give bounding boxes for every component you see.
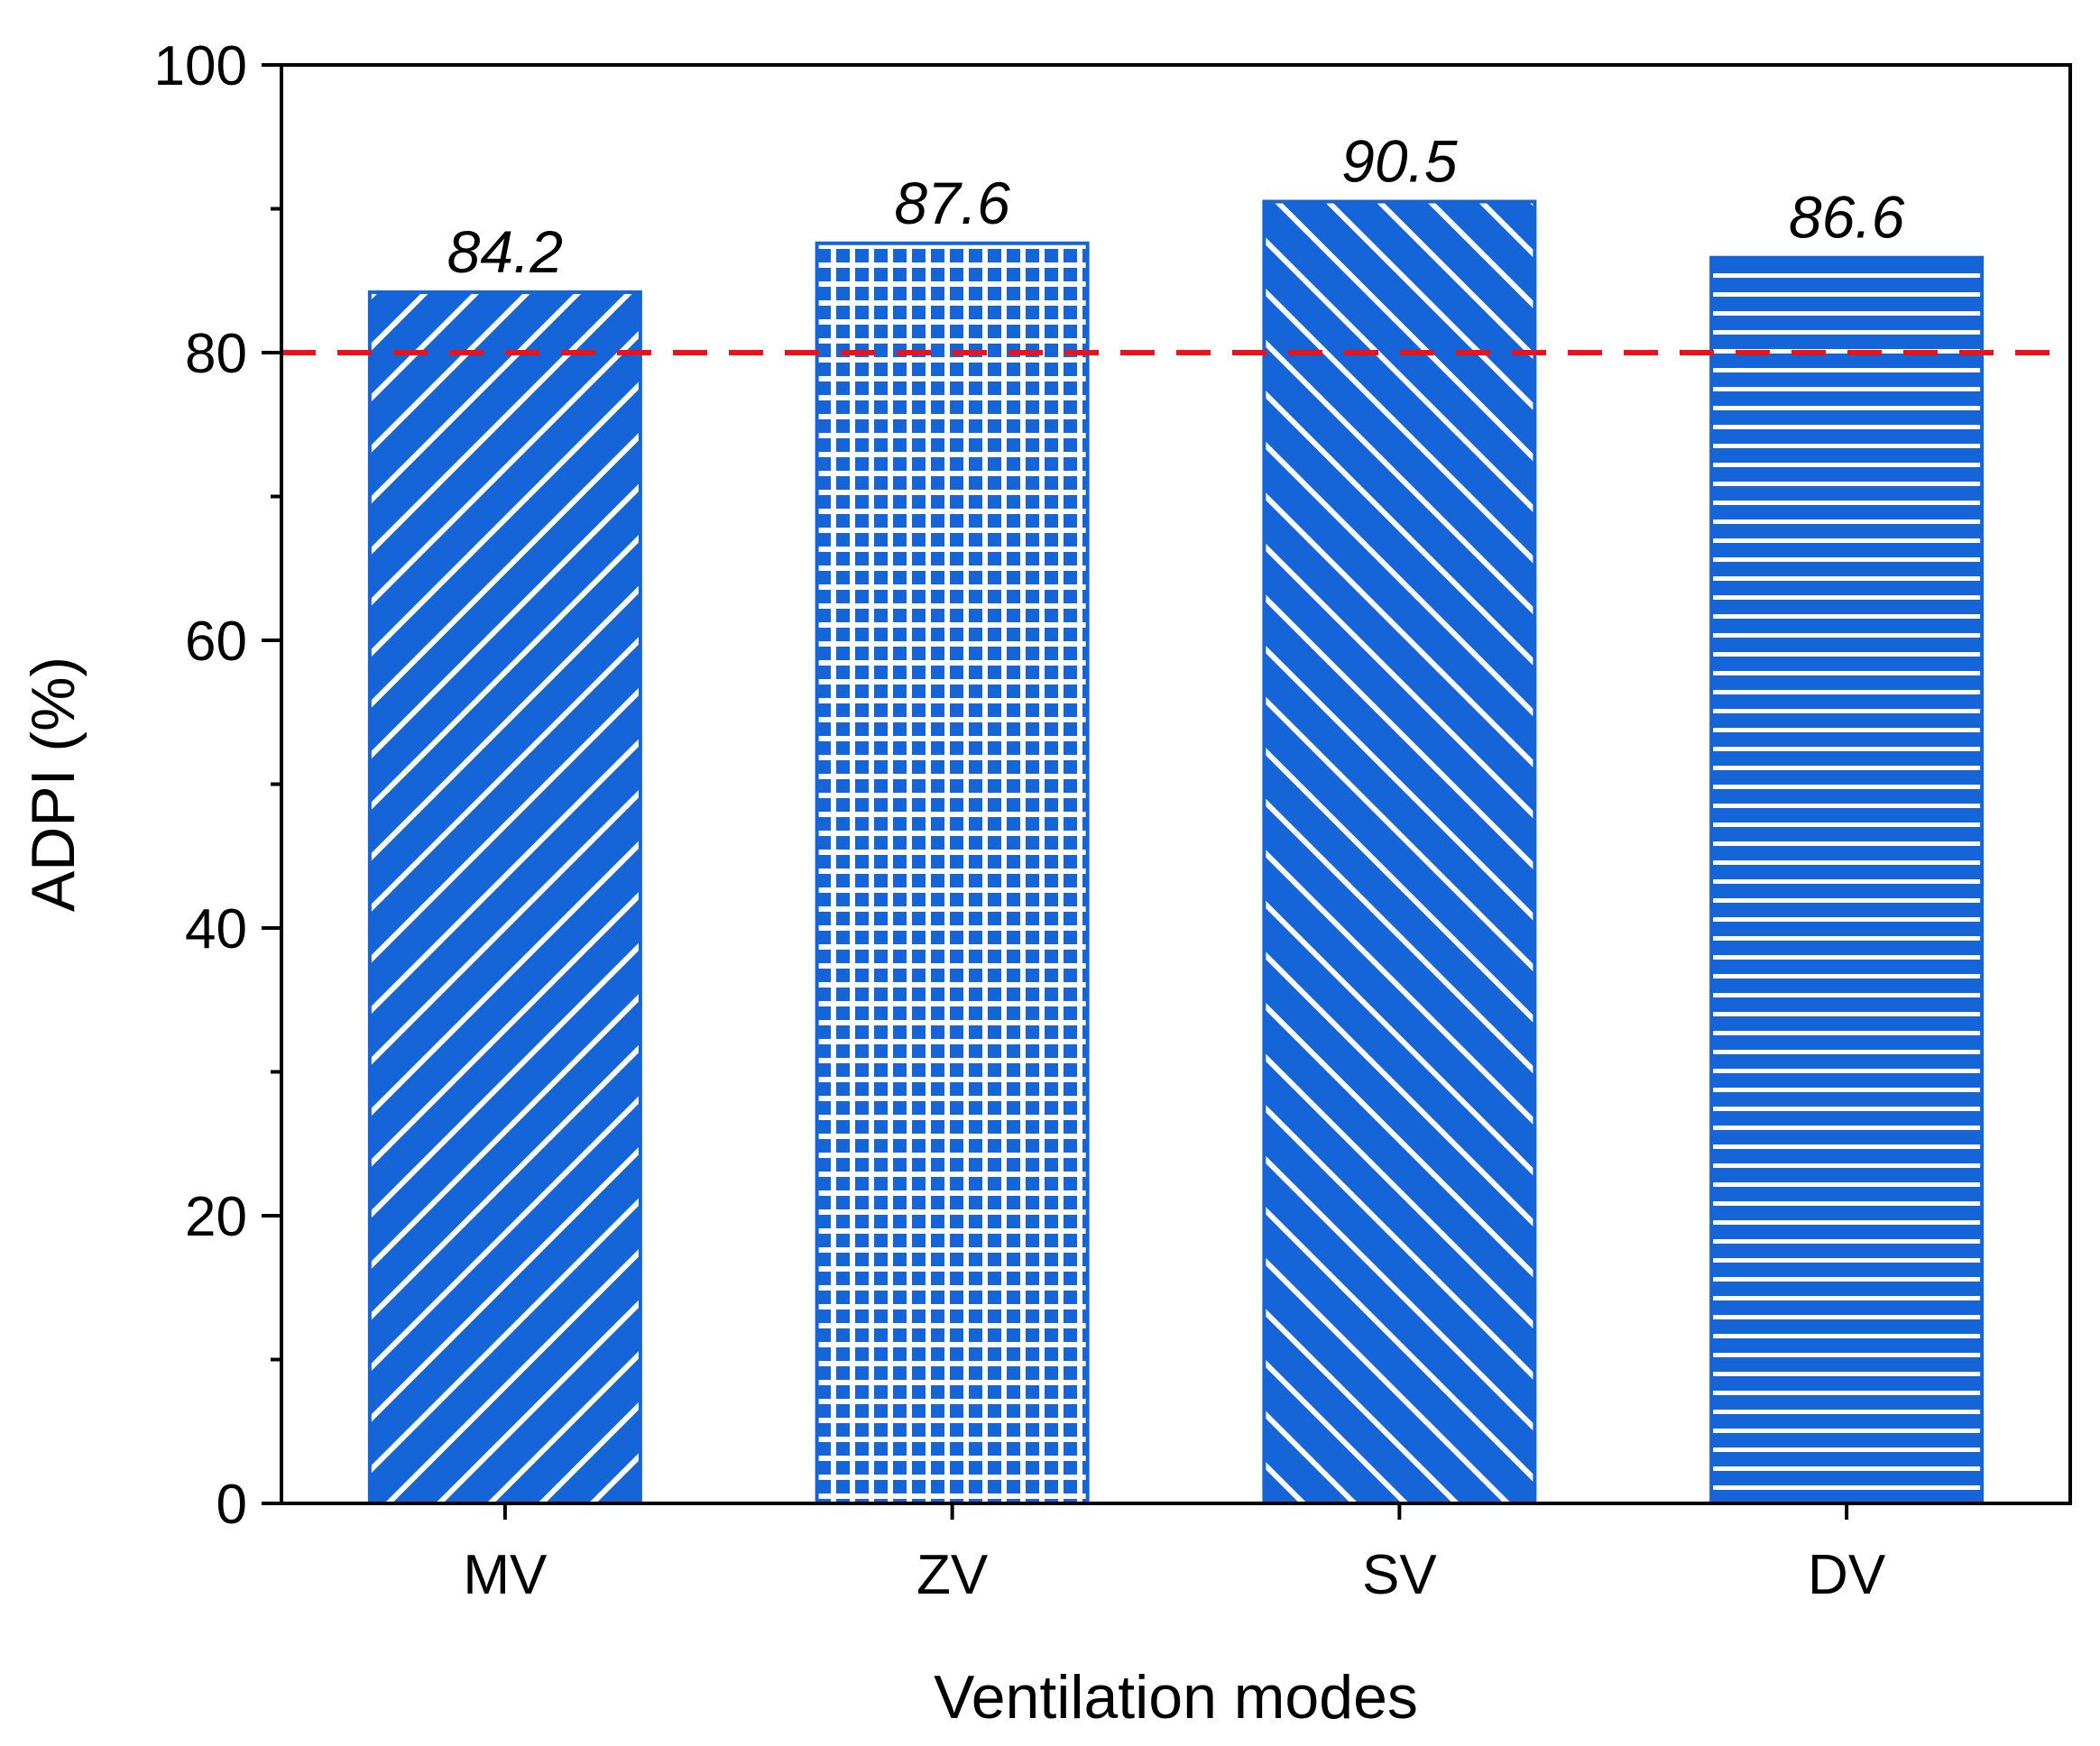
data-label-mv: 84.2 bbox=[447, 218, 563, 285]
x-axis: MV ZV SV DV bbox=[463, 1503, 1886, 1606]
x-tick-label-mv: MV bbox=[463, 1544, 548, 1606]
data-label-sv: 90.5 bbox=[1341, 128, 1458, 195]
bar-mv bbox=[367, 290, 642, 1505]
y-tick-label-0: 0 bbox=[216, 1474, 247, 1536]
y-tick-label-20: 20 bbox=[185, 1186, 247, 1248]
y-axis: 0 20 40 60 80 100 bbox=[154, 35, 281, 1536]
bar-zv bbox=[815, 241, 1090, 1505]
x-axis-title: Ventilation modes bbox=[934, 1663, 1418, 1732]
y-tick-label-40: 40 bbox=[185, 898, 247, 960]
x-tick-label-sv: SV bbox=[1362, 1544, 1437, 1606]
data-labels: 84.2 87.6 90.5 86.6 bbox=[447, 128, 1905, 285]
x-tick-label-dv: DV bbox=[1808, 1544, 1886, 1606]
bars-layer bbox=[367, 199, 1985, 1506]
bar-sv bbox=[1262, 199, 1537, 1505]
y-tick-label-100: 100 bbox=[154, 35, 247, 97]
y-tick-label-60: 60 bbox=[185, 611, 247, 673]
y-axis-title: ADPI (%) bbox=[19, 657, 88, 912]
x-tick-label-zv: ZV bbox=[916, 1544, 989, 1606]
bar-dv bbox=[1709, 255, 1985, 1506]
data-label-zv: 87.6 bbox=[894, 170, 1010, 236]
y-tick-label-80: 80 bbox=[185, 323, 247, 385]
data-label-dv: 86.6 bbox=[1789, 184, 1905, 251]
